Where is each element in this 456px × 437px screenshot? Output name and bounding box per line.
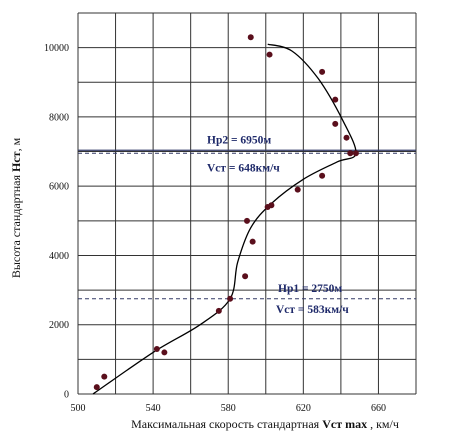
data-point (332, 96, 339, 103)
series-points (93, 34, 359, 391)
x-axis-label: Максимальная скорость стандартная Vст ma… (131, 417, 399, 431)
fitted-curve (92, 43, 357, 395)
data-point (215, 307, 222, 314)
y-tick-label: 6000 (49, 182, 69, 193)
annotation-hp2-height: Нр2 = 6950м (207, 134, 271, 146)
annotation-hp1-speed: Vст = 583км/ч (276, 304, 349, 316)
data-point (319, 172, 326, 179)
x-axis-label-bold: Vст max (322, 417, 367, 431)
data-point (227, 295, 234, 302)
data-point (161, 349, 168, 356)
data-point (249, 238, 256, 245)
y-tick-label: 2000 (49, 320, 69, 331)
y-tick-label: 10000 (44, 43, 69, 54)
data-point (247, 34, 254, 41)
x-axis-label-prefix: Максимальная скорость стандартная (131, 417, 322, 431)
y-tick-label: 0 (64, 390, 69, 401)
annotations: Нр2 = 6950м Vст = 648км/ч Нр1 = 2750м Vст =… (207, 134, 349, 315)
x-tick-label: 580 (221, 403, 236, 414)
data-point (343, 134, 350, 141)
y-tick-labels: 0 2000 4000 6000 8000 10000 (44, 43, 69, 400)
x-axis-label-suffix: , км/ч (367, 417, 399, 431)
data-point (101, 373, 108, 380)
x-tick-label: 540 (146, 403, 161, 414)
grid-layer (77, 12, 417, 395)
data-point (244, 217, 250, 224)
data-point (294, 186, 301, 193)
x-tick-label: 500 (71, 403, 86, 414)
data-point (153, 345, 160, 352)
data-point (266, 51, 273, 58)
y-axis-label-suffix: , м (9, 137, 23, 151)
y-tick-label: 4000 (49, 251, 69, 262)
x-tick-label: 660 (371, 403, 386, 414)
data-point (268, 202, 275, 209)
x-tick-label: 620 (296, 403, 311, 414)
data-point (347, 150, 354, 157)
y-axis-label-prefix: Высота стандартная (9, 172, 23, 278)
data-point (352, 150, 359, 157)
series-curve (92, 43, 357, 395)
data-point (332, 120, 339, 127)
annotation-hp2-speed: Vст = 648км/ч (207, 162, 280, 174)
y-axis-label-bold: Нст (9, 151, 23, 172)
annotation-hp1-height: Нр1 = 2750м (278, 283, 342, 295)
data-point (242, 273, 249, 280)
y-tick-label: 8000 (49, 112, 69, 123)
x-tick-labels: 500 540 580 620 660 (71, 403, 386, 414)
data-point (319, 68, 326, 75)
data-point (93, 384, 100, 391)
y-axis-label: Высота стандартная Нст, м (9, 137, 23, 278)
reference-lines (78, 149, 416, 300)
